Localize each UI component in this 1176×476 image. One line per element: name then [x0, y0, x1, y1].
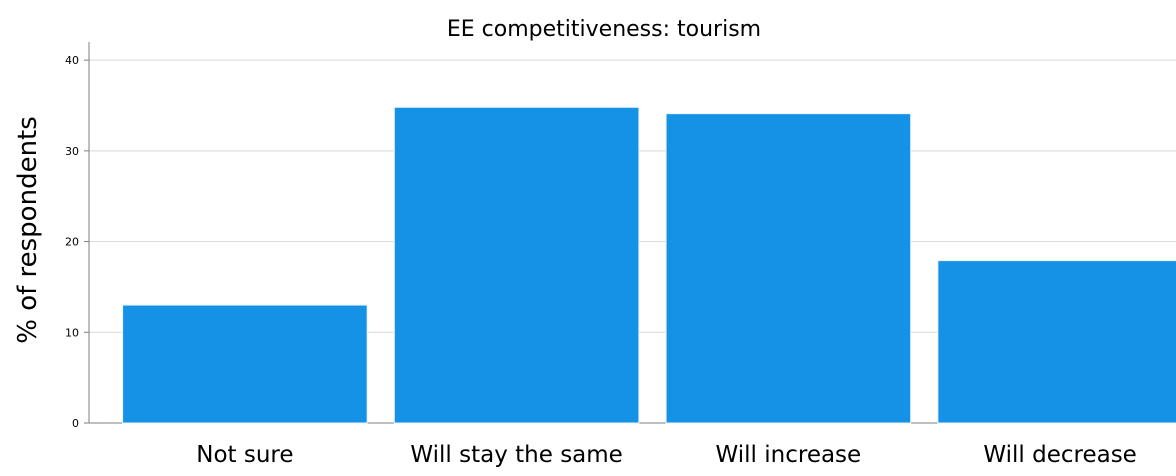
bar-will-increase: [665, 113, 912, 424]
bar-will-stay-the-same: [393, 106, 640, 424]
y-tick-label: 0: [72, 417, 79, 430]
bar-will-decrease: [937, 260, 1176, 424]
y-tick-label: 30: [65, 145, 79, 158]
x-tick-labels: Not sure Will stay the same Will increase W…: [196, 442, 1137, 468]
chart-title: EE competitiveness: tourism: [447, 17, 761, 42]
x-tick-label: Will decrease: [983, 442, 1136, 468]
x-tick-label: Not sure: [196, 442, 293, 468]
y-tick-labels: 0 10 20 30 40: [65, 54, 79, 430]
y-tick-label: 10: [65, 326, 79, 339]
bars: [122, 106, 1176, 424]
bar-not-sure: [122, 304, 368, 424]
y-tick-label: 40: [65, 54, 79, 67]
y-tick-label: 20: [65, 236, 79, 249]
y-axis-label: % of respondents: [13, 116, 43, 344]
x-tick-label: Will stay the same: [410, 442, 622, 468]
x-tick-label: Will increase: [716, 442, 862, 468]
